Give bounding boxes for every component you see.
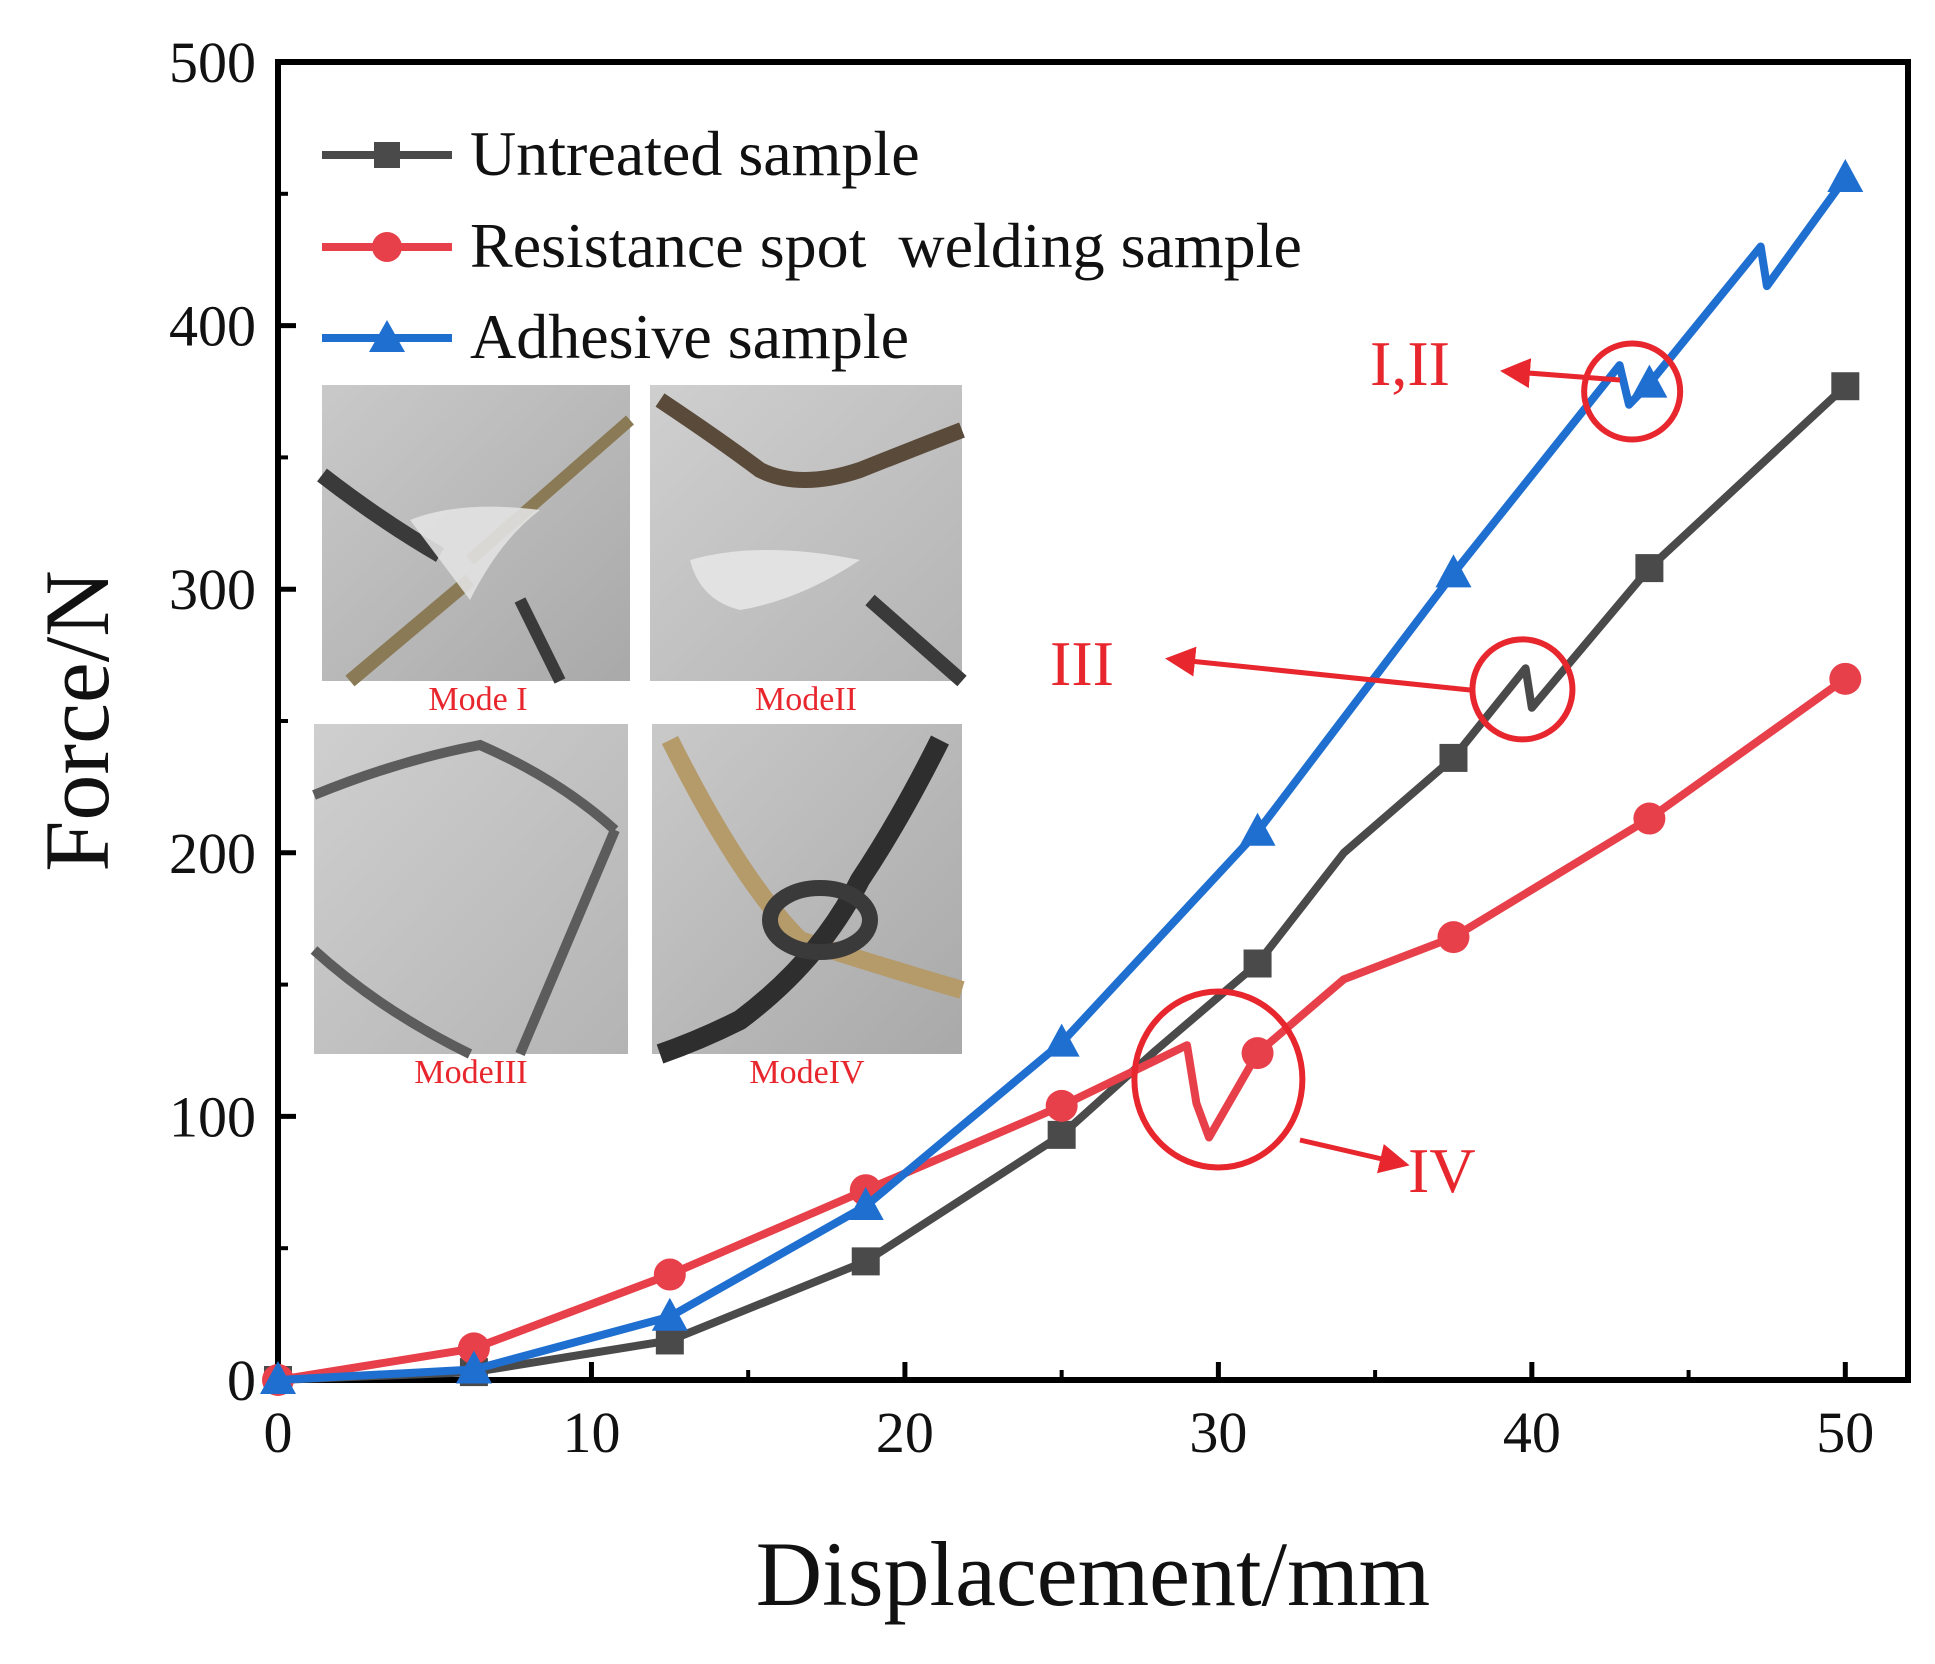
annotation-4: IV [1131,988,1476,1206]
x-tick-label: 20 [876,1400,934,1465]
legend-label-rsw: Resistance spot welding sample [470,210,1302,281]
legend-item-rsw: Resistance spot welding sample [322,210,1302,281]
inset-label-mode-3: ModeIII [414,1054,527,1091]
y-tick-label: 300 [169,557,256,622]
x-axis-title: Displacement/mm [756,1523,1431,1625]
annotation-label-3: III [1050,628,1114,699]
legend-item-untreated: Untreated sample [322,118,920,189]
legend: Untreated sample Resistance spot welding… [322,118,1302,372]
data-point [1437,921,1470,954]
annotation-arrow-1-2 [1500,358,1621,389]
data-point [1435,554,1472,588]
data-point [455,1350,492,1384]
annotation-circle-1-2 [1581,340,1684,443]
y-tick-label: 400 [169,294,256,359]
inset-photo-mode-3 [310,724,628,1059]
inset-photo-mode-4 [652,724,965,1064]
annotation-label-1-2: I,II [1370,328,1450,399]
inset-label-mode-4: ModeIV [749,1054,865,1091]
data-point [851,1247,880,1276]
x-tick-label: 0 [264,1400,293,1465]
legend-label-untreated: Untreated sample [470,118,920,189]
inset-label-mode-1: Mode I [428,681,527,718]
data-point [1829,662,1862,695]
data-point [1635,554,1664,583]
data-point [1241,1037,1274,1070]
data-point [1045,1089,1078,1122]
x-tick-label: 40 [1503,1400,1561,1465]
data-point [1043,1023,1080,1057]
data-point [1047,1120,1076,1149]
data-point [1831,372,1860,401]
annotation-1-2: I,II [1370,328,1684,443]
data-point [1439,743,1468,772]
annotation-arrow-3 [1165,646,1471,693]
inset-photos: Mode I ModeII ModeIII ModeIV [310,385,967,1091]
data-point [260,1361,296,1394]
annotation-3: III [1050,628,1576,743]
data-point [1243,949,1272,978]
data-point [457,1332,490,1365]
data-point [1827,158,1864,192]
y-tick-label: 200 [169,821,256,886]
data-point [651,1297,688,1331]
y-tick-label: 500 [169,30,256,95]
data-point [653,1258,686,1291]
series-layer [260,158,1864,1396]
inset-label-mode-2: ModeII [755,681,857,718]
x-tick-label: 30 [1189,1400,1247,1465]
y-axis: 0 100 200 300 400 500 [169,30,296,1413]
legend-item-adhesive: Adhesive sample [322,301,909,372]
annotation-arrow-4 [1299,1137,1410,1174]
annotation-label-4: IV [1408,1135,1476,1206]
annotation-circle-3 [1469,636,1576,743]
y-tick-label: 100 [169,1084,256,1149]
data-point [1239,812,1276,846]
y-tick-label: 0 [227,1348,256,1413]
y-axis-title: Force/N [26,570,128,871]
x-tick-label: 50 [1816,1400,1874,1465]
inset-photo-mode-1 [317,385,634,687]
data-point [655,1326,684,1355]
data-point [1633,802,1666,835]
x-tick-label: 10 [562,1400,620,1465]
annotation-circle-4 [1131,988,1306,1171]
data-point [847,1187,884,1221]
inset-photo-mode-2 [650,385,967,687]
legend-label-adhesive: Adhesive sample [470,301,909,372]
x-axis: 0 10 20 30 40 50 [264,1362,1874,1465]
data-point [1631,364,1668,398]
series-2 [260,158,1864,1394]
